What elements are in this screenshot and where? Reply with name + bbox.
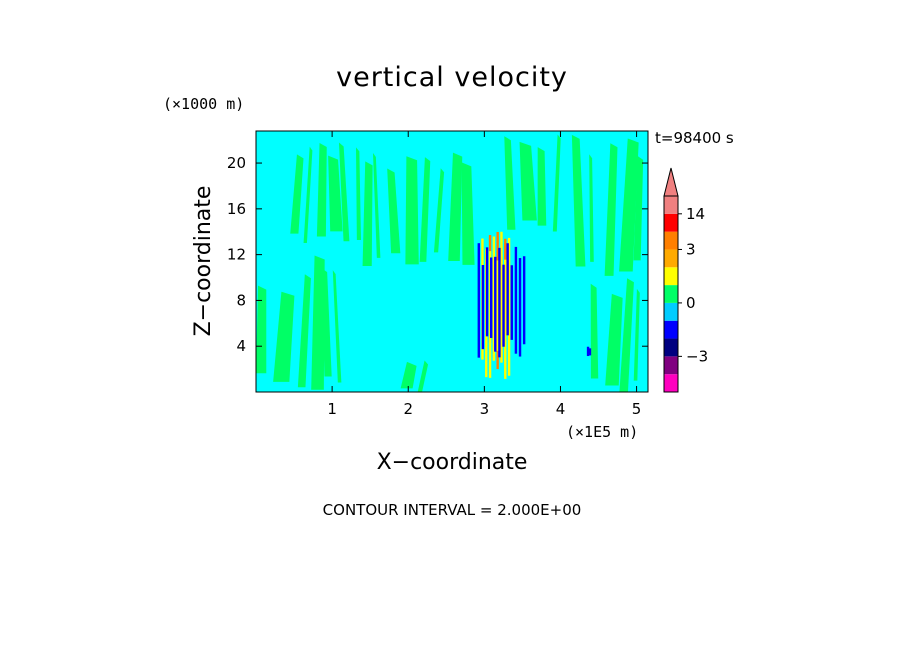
- field-region-streak: [297, 274, 311, 388]
- field-region-streak: [504, 136, 516, 230]
- field-region-streak: [552, 134, 561, 232]
- field-region-streak: [619, 138, 639, 272]
- field-region-streak: [356, 147, 362, 240]
- field-region-streak: [328, 155, 343, 232]
- field-region-streak: [273, 291, 295, 382]
- colorbar-frame: [663, 195, 679, 393]
- field-region-streak: [373, 153, 381, 258]
- time-label: t=98400 s: [655, 129, 734, 147]
- field-region-streak: [448, 152, 463, 261]
- colorbar-tick-label: −3: [686, 347, 708, 365]
- field-region-filament: [586, 346, 590, 357]
- field-region-streak: [417, 360, 429, 392]
- y-tick-label: 12: [227, 246, 246, 264]
- field-region-filament: [496, 260, 499, 351]
- x-axis-label: X−coordinate: [377, 450, 528, 475]
- field-region-filament: [500, 231, 503, 363]
- field-region-streak: [604, 143, 618, 276]
- y-axis-ticks: 4 8 12 16 20: [227, 154, 648, 355]
- field-region-filament: [494, 256, 497, 352]
- field-regions: [256, 134, 644, 392]
- colorbar-band: [664, 374, 678, 392]
- heatmap-field: [256, 131, 648, 392]
- field-region-filament: [588, 348, 592, 356]
- field-region-streak: [633, 155, 644, 261]
- y-tick-label: 20: [227, 154, 246, 172]
- y-tick-label: 16: [227, 200, 246, 218]
- field-region-streak: [605, 293, 623, 386]
- field-region-filament: [518, 258, 522, 357]
- field-region-filament: [504, 259, 507, 379]
- field-region-streak: [321, 268, 332, 377]
- field-region-filament: [507, 237, 511, 376]
- field-region-filament: [498, 247, 501, 358]
- chart-title: vertical velocity: [336, 62, 568, 93]
- x-tick-label: 2: [403, 400, 413, 418]
- y-axis-label: Z−coordinate: [191, 186, 216, 337]
- field-region-streak: [433, 168, 445, 253]
- field-region-filament: [481, 265, 485, 350]
- field-region-streak: [387, 168, 401, 254]
- field-region-streak: [537, 147, 547, 226]
- field-region-filament: [502, 264, 505, 347]
- field-region-streak: [332, 270, 342, 383]
- colorbar-overflow-arrow: [663, 167, 679, 197]
- field-region-filament: [510, 265, 513, 340]
- colorbar-labels: 14 3 0 −3: [678, 205, 708, 365]
- colorbar-band: [664, 213, 678, 232]
- plot-frame: [255, 130, 649, 393]
- colorbar-band: [664, 196, 678, 214]
- field-region-streak: [519, 141, 537, 221]
- field-region-streak: [400, 361, 417, 389]
- colorbar-band: [664, 320, 678, 339]
- field-region-streak: [311, 255, 325, 390]
- field-region-streak: [571, 134, 586, 267]
- colorbar-band: [664, 302, 678, 321]
- colorbar-band: [664, 338, 678, 357]
- field-region-filament: [492, 236, 496, 361]
- field-region-streak: [461, 162, 475, 265]
- field-region-filament: [489, 257, 493, 338]
- colorbar-band: [664, 267, 678, 286]
- colorbar-band: [664, 249, 678, 268]
- contour-interval-note: CONTOUR INTERVAL = 2.000E+00: [323, 501, 582, 519]
- field-region-streak: [256, 285, 267, 374]
- x-tick-label: 5: [632, 400, 642, 418]
- x-tick-label: 1: [327, 400, 337, 418]
- y-scale-note: (×1000 m): [163, 95, 244, 113]
- y-tick-label: 8: [236, 291, 246, 309]
- x-tick-label: 3: [480, 400, 490, 418]
- y-tick-label: 4: [236, 337, 246, 355]
- x-scale-note: (×1E5 m): [566, 423, 638, 441]
- x-axis-ticks: 1 2 3 4 5: [327, 131, 641, 418]
- field-region-streak: [619, 278, 634, 392]
- colorbar: [663, 167, 679, 393]
- field-region-streak: [290, 154, 304, 234]
- field-region-filament: [514, 246, 518, 354]
- colorbar-tick-label: 14: [686, 205, 705, 223]
- field-region-filament: [522, 256, 526, 345]
- field-region-streak: [589, 154, 594, 262]
- field-region-streak: [362, 161, 373, 267]
- field-region-streak: [419, 157, 431, 262]
- field-region-streak: [405, 156, 419, 265]
- field-region-filament: [506, 243, 509, 336]
- field-region-streak: [633, 288, 640, 381]
- colorbar-band: [664, 231, 678, 250]
- colorbar-tick-label: 0: [686, 294, 696, 312]
- x-tick-label: 4: [556, 400, 566, 418]
- field-region-streak: [303, 146, 313, 244]
- field-region-streak: [338, 142, 350, 242]
- colorbar-band: [664, 356, 678, 375]
- colorbar-band: [664, 285, 678, 303]
- colorbar-tick-label: 3: [686, 240, 696, 258]
- field-region-streak: [316, 143, 327, 237]
- field-region-filament: [485, 247, 489, 337]
- field-region-streak: [590, 283, 599, 379]
- field-region-filament: [477, 243, 480, 358]
